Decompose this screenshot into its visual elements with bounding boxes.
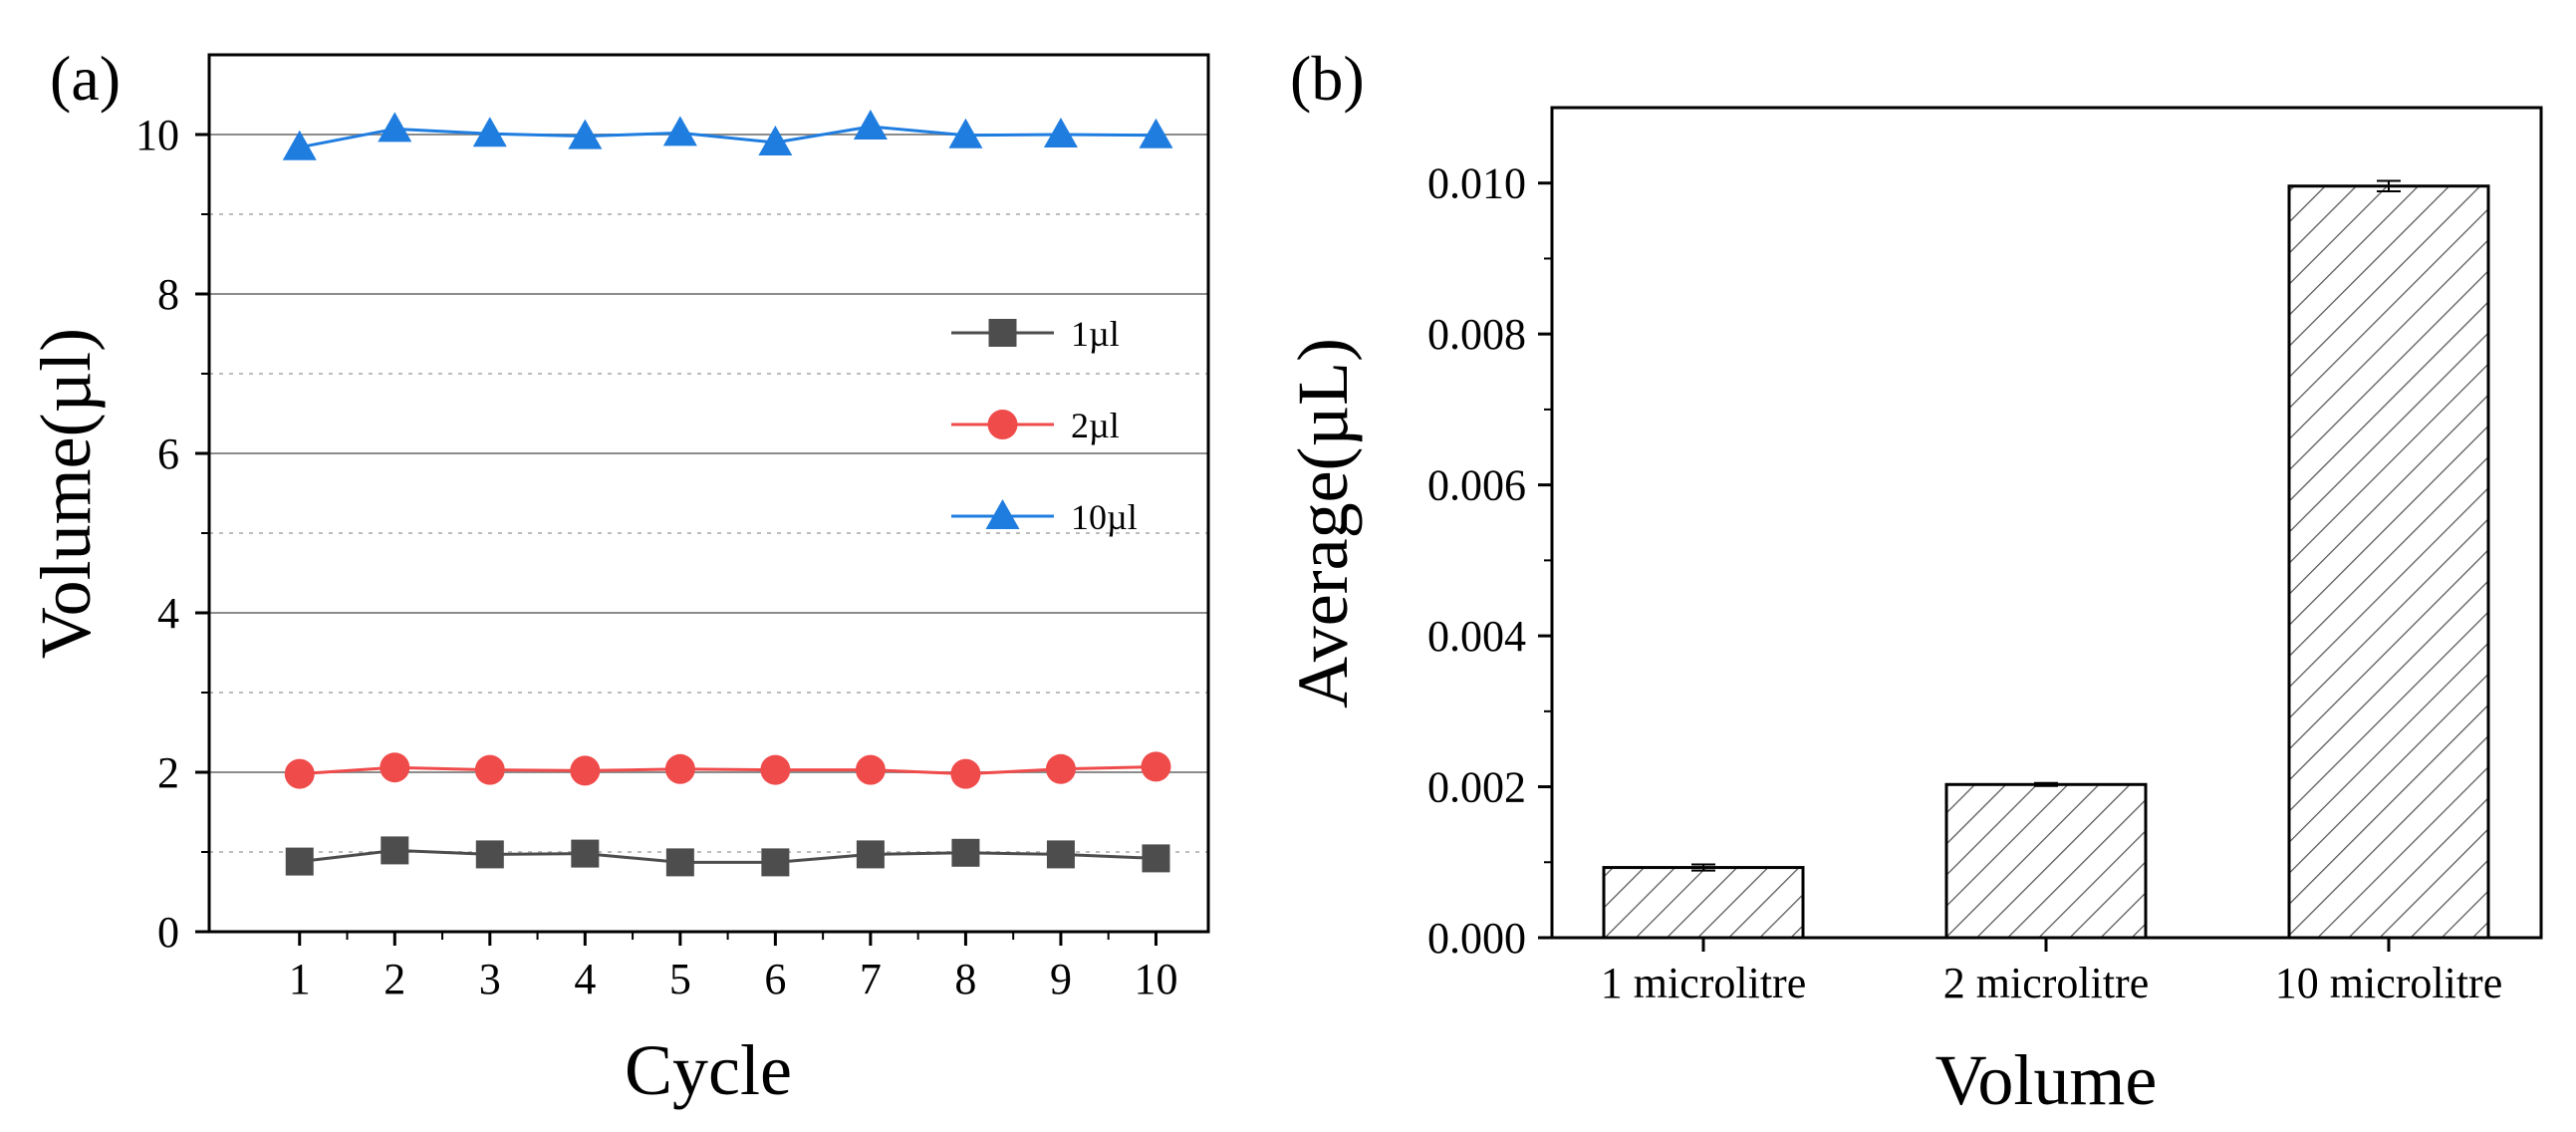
data-point-marker — [475, 755, 505, 785]
figure: (a) 1 2 3 4 5 6 7 8 9 10 0 2 4 6 8 10 Cycle Volume(µl)… — [0, 0, 2576, 1132]
bar-3 — [2289, 186, 2488, 938]
panel-a-x-axis-label: Cycle — [625, 1030, 792, 1110]
data-point-marker — [854, 110, 888, 140]
data-point-marker — [1044, 118, 1078, 147]
data-point-marker — [663, 116, 697, 145]
series-line-3 — [300, 127, 1157, 147]
data-point-marker — [1141, 751, 1170, 781]
panel-b-chart: (b) 1 microlitre 2 microlitre 10 microlitr… — [1283, 43, 2541, 1120]
y-tick-label: 0.002 — [1427, 763, 1526, 812]
x-tick-label: 1 — [289, 955, 311, 1003]
data-point-marker — [285, 759, 315, 789]
y-tick-label: 6 — [157, 429, 179, 478]
data-point-marker — [665, 754, 695, 784]
legend-marker-3 — [986, 499, 1020, 529]
data-point-marker — [378, 112, 411, 142]
panel-b-label: (b) — [1290, 43, 1365, 114]
legend-label-1: 1µl — [1071, 314, 1120, 354]
data-point-marker — [1046, 754, 1076, 784]
data-point-marker — [286, 848, 314, 876]
panel-a-y-ticks: 0 2 4 6 8 10 — [135, 111, 209, 957]
data-point-marker — [857, 840, 885, 868]
y-tick-label: 10 — [135, 111, 179, 159]
y-tick-label: 0.000 — [1427, 914, 1526, 963]
data-point-marker — [571, 840, 599, 868]
data-point-marker — [760, 755, 790, 785]
panel-a-x-ticks: 1 2 3 4 5 6 7 8 9 10 — [289, 932, 1178, 1003]
y-tick-label: 0 — [157, 908, 179, 957]
data-point-marker — [951, 839, 979, 867]
x-tick-label: 8 — [954, 955, 976, 1003]
data-point-marker — [476, 840, 504, 868]
legend-label-3: 10µl — [1071, 497, 1138, 537]
data-point-marker — [856, 755, 886, 785]
x-tick-label: 2 — [384, 955, 405, 1003]
data-point-marker — [381, 836, 408, 864]
data-point-marker — [1142, 844, 1169, 872]
x-tick-label: 9 — [1050, 955, 1072, 1003]
bar-2 — [1946, 784, 2146, 938]
data-point-marker — [380, 752, 409, 782]
panel-a-y-axis-label: Volume(µl) — [26, 328, 106, 659]
legend-label-2: 2µl — [1071, 406, 1120, 445]
x-tick-label: 1 microlitre — [1601, 959, 1807, 1007]
y-tick-label: 0.006 — [1427, 461, 1526, 510]
y-tick-label: 0.008 — [1427, 310, 1526, 359]
data-point-marker — [950, 759, 980, 789]
y-tick-label: 0.010 — [1427, 159, 1526, 208]
x-tick-label: 6 — [764, 955, 786, 1003]
y-tick-label: 0.004 — [1427, 612, 1526, 661]
x-tick-label: 3 — [479, 955, 501, 1003]
y-tick-label: 4 — [157, 589, 179, 638]
bar-1 — [1604, 868, 1803, 938]
x-tick-label: 10 — [1134, 955, 1177, 1003]
legend-marker-2 — [988, 410, 1018, 439]
y-tick-label: 8 — [157, 270, 179, 319]
x-tick-label: 4 — [574, 955, 596, 1003]
panel-b-y-ticks: 0.000 0.002 0.004 0.006 0.008 0.010 — [1427, 159, 1552, 963]
panel-b-x-axis-label: Volume — [1935, 1040, 2158, 1120]
panel-a-legend: 1µl 2µl 10µl — [951, 314, 1138, 537]
x-tick-label: 10 microlitre — [2275, 959, 2503, 1007]
panel-a-chart: (a) 1 2 3 4 5 6 7 8 9 10 0 2 4 6 8 10 Cycle Volume(µl)… — [26, 43, 1208, 1110]
y-tick-label: 2 — [157, 748, 179, 797]
panel-a-plot-frame — [209, 55, 1208, 932]
panel-a-label: (a) — [50, 43, 121, 114]
x-tick-label: 7 — [860, 955, 882, 1003]
panel-b-x-ticks: 1 microlitre 2 microlitre 10 microlitre — [1601, 938, 2503, 1007]
panel-b-bars — [1604, 186, 2488, 938]
panel-a-markers — [283, 110, 1173, 876]
x-tick-label: 5 — [669, 955, 691, 1003]
data-point-marker — [666, 848, 694, 876]
data-point-marker — [1139, 119, 1172, 148]
data-point-marker — [761, 848, 789, 876]
panel-b-y-axis-label: Average(µL) — [1283, 338, 1363, 708]
panel-a-series-lines — [300, 127, 1157, 862]
legend-marker-1 — [989, 319, 1017, 347]
data-point-marker — [1047, 840, 1075, 868]
data-point-marker — [570, 755, 600, 785]
panel-a-gridlines — [209, 135, 1208, 852]
x-tick-label: 2 microlitre — [1943, 959, 2150, 1007]
